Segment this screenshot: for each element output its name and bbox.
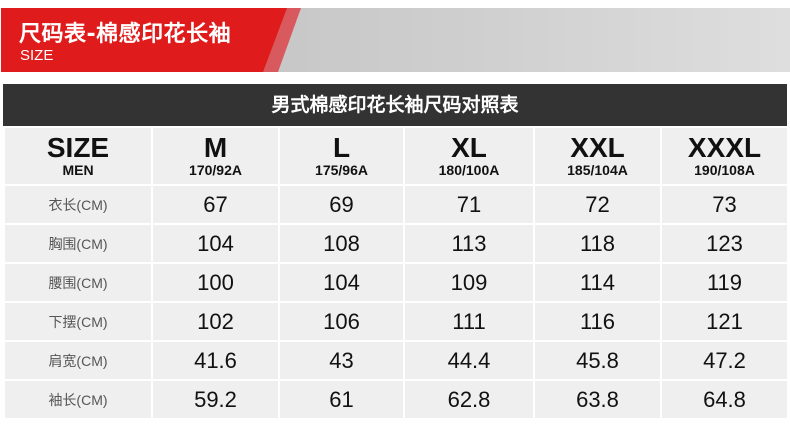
size-spec: 170/92A	[189, 162, 242, 178]
size-label: SIZE	[46, 132, 110, 163]
measurement-cell: 118	[533, 223, 662, 264]
measurement-cell: 62.8	[403, 379, 535, 420]
measurement-cell: 121	[660, 301, 789, 342]
measurement-cell: 45.8	[533, 340, 662, 381]
row-label: 袖长(CM)	[3, 379, 153, 420]
measurement-cell: 47.2	[660, 340, 789, 381]
gender-label: MEN	[62, 162, 94, 178]
table-row: 袖长(CM) 59.2 61 62.8 63.8 64.8	[3, 379, 789, 420]
table-row: 胸围(CM) 104 108 113 118 123	[3, 223, 789, 264]
measurement-cell: 72	[533, 184, 662, 225]
measurement-cell: 111	[403, 301, 535, 342]
table-row: 下摆(CM) 102 106 111 116 121	[3, 301, 789, 342]
measurement-cell: 41.6	[151, 340, 280, 381]
measurement-cell: 109	[403, 262, 535, 303]
header-row: SIZE MEN M 170/92A L 175/96A XL 180/100A XXL 185/…	[3, 126, 789, 186]
size-header-l: L 175/96A	[278, 126, 405, 186]
measurement-cell: 104	[278, 262, 405, 303]
size-name: XXXL	[687, 132, 762, 163]
size-table: SIZE MEN M 170/92A L 175/96A XL 180/100A XXL 185/…	[3, 126, 789, 420]
table-row: 肩宽(CM) 41.6 43 44.4 45.8 47.2	[3, 340, 789, 381]
size-name: XL	[451, 132, 487, 163]
size-spec: 185/104A	[567, 162, 628, 178]
banner-subtitle: SIZE	[20, 47, 54, 64]
measurement-cell: 114	[533, 262, 662, 303]
size-name: L	[332, 132, 351, 163]
measurement-cell: 123	[660, 223, 789, 264]
row-label: 衣长(CM)	[3, 184, 153, 225]
measurement-cell: 71	[403, 184, 535, 225]
size-spec: 175/96A	[315, 162, 368, 178]
row-label: 下摆(CM)	[3, 301, 153, 342]
size-header-xl: XL 180/100A	[403, 126, 535, 186]
measurement-cell: 104	[151, 223, 280, 264]
measurement-cell: 106	[278, 301, 405, 342]
measurement-cell: 102	[151, 301, 280, 342]
measurement-cell: 67	[151, 184, 280, 225]
row-label: 肩宽(CM)	[3, 340, 153, 381]
measurement-cell: 113	[403, 223, 535, 264]
corner-cell: SIZE MEN	[3, 126, 153, 186]
size-name: XXL	[570, 132, 625, 163]
size-header-xxxl: XXXL 190/108A	[660, 126, 789, 186]
measurement-cell: 61	[278, 379, 405, 420]
measurement-cell: 69	[278, 184, 405, 225]
measurement-cell: 43	[278, 340, 405, 381]
size-name: M	[203, 132, 228, 163]
size-header-m: M 170/92A	[151, 126, 280, 186]
measurement-cell: 119	[660, 262, 789, 303]
banner-title: 尺码表-棉感印花长袖	[19, 22, 232, 47]
measurement-cell: 108	[278, 223, 405, 264]
size-spec: 190/108A	[694, 162, 755, 178]
table-row: 腰围(CM) 100 104 109 114 119	[3, 262, 789, 303]
measurement-cell: 100	[151, 262, 280, 303]
header-banner: 尺码表-棉感印花长袖 SIZE	[1, 8, 790, 72]
measurement-cell: 64.8	[660, 379, 789, 420]
banner-red-panel	[1, 8, 287, 72]
measurement-cell: 73	[660, 184, 789, 225]
measurement-cell: 59.2	[151, 379, 280, 420]
table-title: 男式棉感印花长袖尺码对照表	[3, 84, 787, 126]
row-label: 胸围(CM)	[3, 223, 153, 264]
measurement-cell: 44.4	[403, 340, 535, 381]
size-header-xxl: XXL 185/104A	[533, 126, 662, 186]
table-row: 衣长(CM) 67 69 71 72 73	[3, 184, 789, 225]
row-label: 腰围(CM)	[3, 262, 153, 303]
measurement-cell: 63.8	[533, 379, 662, 420]
measurement-cell: 116	[533, 301, 662, 342]
size-spec: 180/100A	[438, 162, 500, 178]
